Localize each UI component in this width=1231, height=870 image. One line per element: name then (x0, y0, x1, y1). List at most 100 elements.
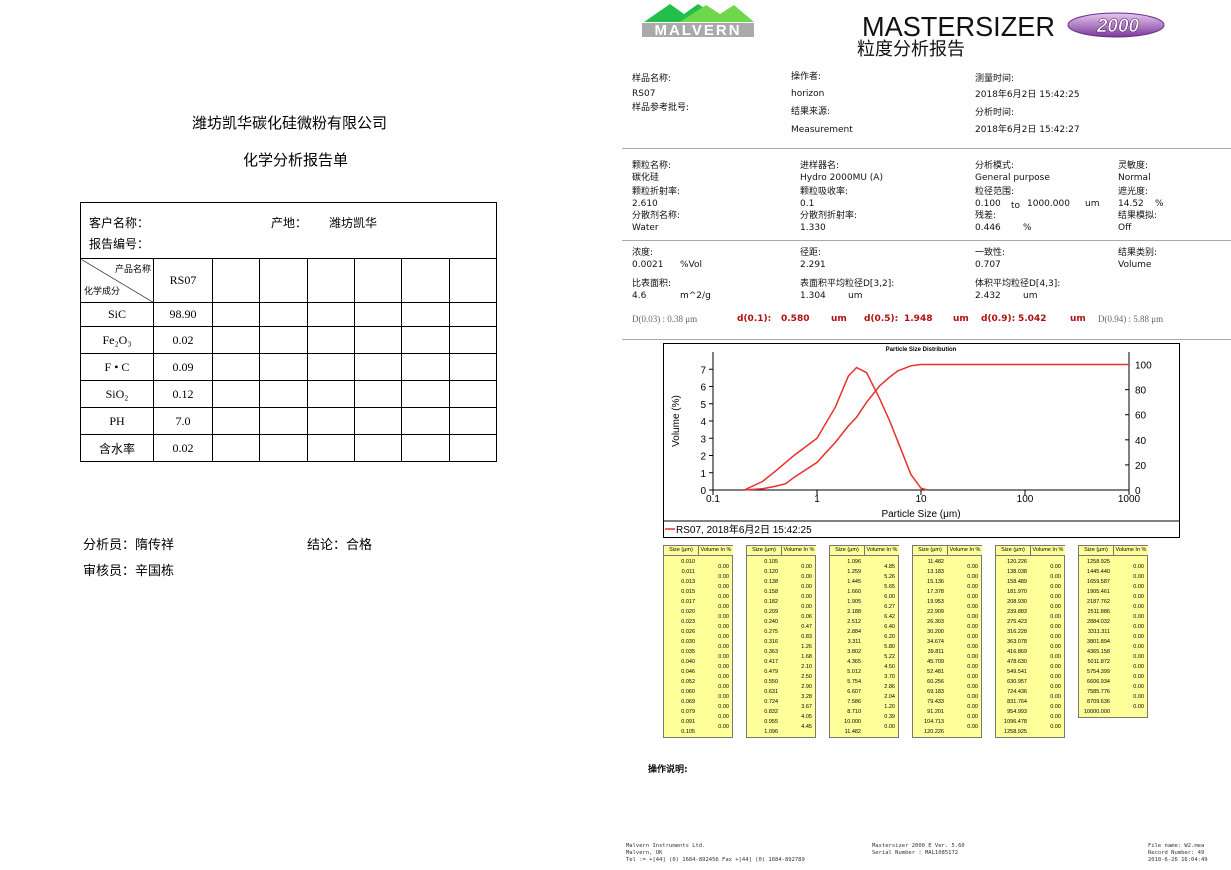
table-cell (211, 353, 261, 381)
setup-label: 灵敏度: (1118, 161, 1149, 171)
setup-label: 颗粒吸收率: (800, 187, 849, 197)
result-value: 0.707 (975, 260, 1001, 270)
notes-label: 操作说明: (648, 765, 688, 775)
size-cell: 0.631 (764, 689, 778, 695)
size-cell: 239.883 (1007, 609, 1027, 615)
sample-batch-label: 样品参考批号: (632, 103, 690, 113)
size-cell: 2.188 (847, 609, 861, 615)
y-tick-label: 6 (700, 383, 706, 394)
volume-cell: 0.00 (718, 724, 729, 730)
size-cell: 0.363 (764, 649, 778, 655)
logo-band (642, 23, 754, 37)
table-cell: 98.90 (153, 302, 213, 327)
size-cell: 831.764 (1007, 699, 1027, 705)
table-cell (401, 434, 450, 462)
volume-cell: 0.00 (1133, 684, 1144, 690)
product: RS07 (153, 258, 213, 303)
percentile: um (1070, 314, 1086, 324)
table-cell: 7.0 (153, 407, 213, 435)
x-tick-label: 10 (915, 494, 927, 505)
volume-cell: 0.00 (967, 714, 978, 720)
y-tick-label: 0 (700, 486, 706, 497)
result-label: 结果类别: (1118, 248, 1158, 258)
volume-cell: 2.86 (884, 684, 895, 690)
sample-analyzed: 2018年6月2日 15:42:27 (975, 125, 1080, 135)
setup-value: 0.446 (975, 223, 1001, 233)
size-cell: 316.228 (1007, 629, 1027, 635)
size-cell: 2884.032 (1087, 619, 1110, 625)
volume-cell: 3.70 (884, 674, 895, 680)
size-cell: 39.811 (927, 649, 944, 655)
logo-mark (680, 5, 754, 22)
volume-cell: 0.00 (718, 684, 729, 690)
size-cell: 478.630 (1007, 659, 1027, 665)
volume-cell: 1.20 (884, 704, 895, 710)
x-tick-label: 0.1 (706, 494, 720, 505)
brand: MALVERN (654, 22, 741, 39)
volume-cell: 0.00 (967, 644, 978, 650)
size-cell: 0.955 (764, 719, 778, 725)
size-table: Size (μm) Volume In % 0.105 0.120 0.138 0.158… (746, 545, 816, 738)
table-cell (448, 380, 498, 408)
y-axis-label: Volume (%) (671, 395, 682, 447)
customer-label: 客户名称： (89, 216, 150, 230)
setup-label: 颗粒名称: (632, 161, 672, 171)
size-cell: 10000.000 (1084, 709, 1110, 715)
y2-tick-label: 60 (1135, 411, 1147, 422)
y-tick-label: 2 (700, 452, 706, 463)
size-cell: 954.993 (1007, 709, 1027, 715)
volume-cell: 4.85 (884, 564, 895, 570)
volume-cell: 0.00 (967, 674, 978, 680)
y2-tick-label: 80 (1135, 386, 1147, 397)
result-value: 1.304 (800, 291, 826, 301)
size-cell: 1.259 (847, 569, 861, 575)
size-cell: 79.433 (927, 699, 944, 705)
product-name: MASTERSIZER (862, 11, 1055, 42)
volume-cell: 0.00 (1050, 664, 1061, 670)
sample-operator-label: 操作者: (791, 72, 822, 82)
table-cell (448, 302, 498, 327)
volume-cell: 0.39 (884, 714, 895, 720)
setup-value: 14.52 (1118, 199, 1144, 209)
size-cell: 69.183 (927, 689, 944, 695)
size-cell: 5.754 (847, 679, 861, 685)
volume-cell: 0.00 (1133, 654, 1144, 660)
size-cell: 22.909 (927, 609, 944, 615)
table-cell (211, 407, 261, 435)
setup-label: 分析模式: (975, 161, 1015, 171)
sample-measured-label: 测量时间: (975, 74, 1015, 84)
volume-cell: 0.00 (884, 724, 895, 730)
size-cell: 17.378 (927, 589, 944, 595)
volume-cell: 0.00 (1133, 584, 1144, 590)
setup-value: General purpose (975, 173, 1050, 183)
size-cell: 138.038 (1007, 569, 1027, 575)
size-table: Size (μm) Volume In % 120.226 138.038 158.48… (995, 545, 1065, 738)
result-label: 浓度: (632, 248, 654, 258)
volume-cell: 0.00 (967, 664, 978, 670)
size-cell: 0.035 (681, 649, 695, 655)
size-cell: 91.201 (927, 709, 944, 715)
table-cell (211, 326, 261, 354)
volume-header: Volume In % (698, 546, 733, 556)
size-cell: 0.015 (681, 589, 695, 595)
size-cell: 0.079 (681, 709, 695, 715)
volume-cell: 0.00 (1133, 694, 1144, 700)
size-cell: 30.200 (927, 629, 944, 635)
volume-cell: 0.00 (718, 674, 729, 680)
setup-value: Hydro 2000MU (A) (800, 173, 883, 183)
table-cell: 含水率 (80, 434, 154, 462)
size-cell: 45.709 (927, 659, 944, 665)
volume-cell: 1.68 (801, 654, 812, 660)
volume-cell: 0.00 (1133, 644, 1144, 650)
volume-cell: 0.00 (1050, 634, 1061, 640)
result-value: 4.6 (632, 291, 647, 301)
volume-cell: 0.00 (1050, 724, 1061, 730)
result-unit: um (1023, 291, 1038, 301)
volume-cell: 0.00 (967, 684, 978, 690)
size-cell: 15.136 (927, 579, 944, 585)
size-cell: 5754.399 (1087, 669, 1110, 675)
series-line (743, 366, 928, 491)
size-cell: 10.000 (844, 719, 861, 725)
percentile: um (953, 314, 969, 324)
volume-cell: 0.00 (1050, 604, 1061, 610)
